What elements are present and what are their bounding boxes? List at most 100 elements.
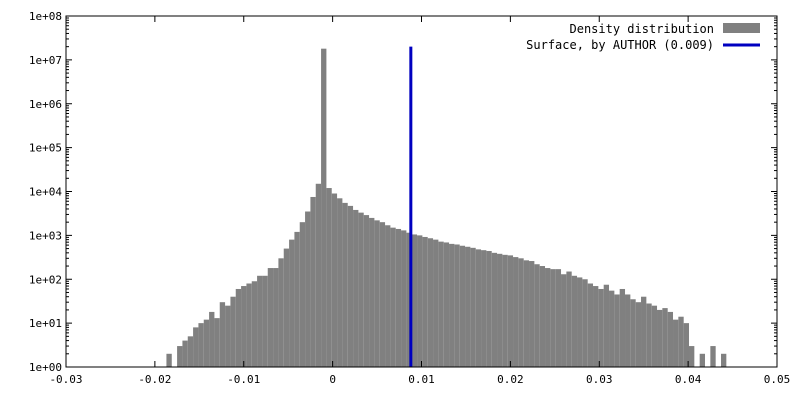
histogram-bar	[315, 183, 322, 367]
y-tick-label: 1e+02	[29, 273, 62, 286]
histogram-bar	[529, 261, 535, 367]
histogram-bar	[214, 318, 220, 367]
x-tick-label: 0	[329, 373, 336, 386]
x-tick-label: -0.03	[49, 373, 82, 386]
x-tick-label: 0.05	[764, 373, 791, 386]
histogram-bar	[273, 268, 279, 367]
x-tick-label: 0.02	[497, 373, 524, 386]
legend-label-density: Density distribution	[570, 22, 715, 36]
histogram-bar	[294, 231, 300, 367]
histogram-bar	[257, 275, 263, 367]
histogram-bar	[278, 258, 284, 367]
histogram-bar	[235, 288, 242, 367]
y-tick-label: 1e+08	[29, 10, 62, 23]
histogram-bar	[182, 340, 188, 367]
histogram-bar	[342, 202, 348, 367]
histogram-bar	[326, 188, 332, 367]
histogram-bar	[347, 205, 354, 367]
histogram-bar	[262, 275, 268, 367]
histogram-bar	[166, 353, 172, 367]
histogram-bar	[459, 245, 466, 367]
histogram-bar	[502, 254, 508, 367]
histogram-bar	[523, 260, 530, 367]
histogram-bar	[358, 212, 364, 367]
histogram-bar	[475, 249, 482, 367]
histogram-bar	[561, 274, 567, 367]
histogram-bar	[193, 327, 199, 367]
histogram-bar	[721, 353, 727, 367]
histogram-bar	[699, 353, 706, 367]
histogram-bar	[203, 319, 210, 367]
histogram-bar	[241, 286, 247, 367]
x-tick-labels: -0.03 -0.02 -0.01 0 0.01 0.02 0.03 0.04 0.05	[49, 373, 790, 386]
histogram-bar	[454, 244, 460, 367]
histogram-bar	[593, 286, 599, 367]
histogram-bar	[305, 211, 311, 367]
histogram-bar	[390, 227, 396, 367]
legend-swatch-density	[723, 23, 760, 33]
histogram-bars	[166, 48, 727, 368]
histogram-bar	[187, 336, 194, 367]
x-tick-label: 0.04	[675, 373, 702, 386]
histogram-bar	[321, 48, 327, 368]
histogram-bar	[571, 275, 578, 367]
y-tick-labels: 1e+00 1e+01 1e+02 1e+03 1e+04 1e+05 1e+06 1e+07…	[29, 10, 62, 374]
histogram-bar	[566, 271, 572, 367]
histogram-bar	[219, 302, 226, 367]
histogram-bar	[481, 250, 487, 367]
histogram-bar	[209, 311, 215, 367]
histogram-bar	[625, 294, 631, 367]
histogram-bar	[246, 283, 252, 367]
histogram-bar	[635, 302, 642, 367]
histogram-bar	[497, 253, 503, 367]
histogram-bar	[545, 268, 551, 367]
histogram-bar	[582, 279, 588, 367]
histogram-bar	[662, 308, 668, 367]
histogram-bar	[587, 283, 594, 367]
histogram-bar	[379, 222, 386, 367]
histogram-bar	[411, 234, 418, 367]
histogram-bar	[603, 284, 610, 367]
histogram-bar	[267, 268, 274, 367]
histogram-bar	[539, 266, 546, 367]
histogram-bar	[598, 288, 604, 367]
y-tick-label: 1e+06	[29, 98, 62, 111]
histogram-bar	[337, 198, 343, 367]
histogram-bar	[353, 209, 359, 367]
y-tick-label: 1e+03	[29, 229, 62, 242]
histogram-bar	[518, 258, 524, 367]
y-tick-label: 1e+00	[29, 361, 62, 374]
histogram-bar	[198, 323, 204, 368]
histogram-bar	[225, 305, 231, 367]
histogram-bar	[283, 248, 290, 367]
histogram-bar	[230, 296, 236, 367]
histogram-bar	[683, 323, 690, 368]
histogram-bar	[433, 239, 439, 367]
histogram-bar	[465, 246, 471, 367]
histogram-bar	[177, 346, 183, 367]
histogram-bar	[609, 290, 615, 367]
histogram-bar	[289, 239, 295, 367]
histogram-bar	[673, 319, 679, 367]
histogram-bar	[369, 217, 375, 367]
histogram-bar	[619, 288, 626, 367]
histogram-bar	[470, 247, 476, 367]
histogram-bar	[651, 305, 658, 367]
x-tick-label: -0.02	[138, 373, 171, 386]
histogram-bar	[486, 251, 492, 367]
legend-label-surface: Surface, by AUTHOR (0.009)	[526, 38, 714, 52]
histogram-bar	[385, 225, 391, 367]
histogram-bar	[406, 232, 412, 367]
histogram-bar	[438, 241, 444, 367]
histogram-bar	[667, 311, 674, 367]
histogram-bar	[331, 193, 338, 367]
histogram-bar	[310, 196, 316, 367]
histogram-bar	[374, 220, 380, 367]
histogram-bar	[555, 269, 562, 367]
histogram-bar	[395, 228, 402, 367]
histogram-bar	[299, 222, 306, 367]
x-tick-label: 0.01	[408, 373, 435, 386]
y-tick-label: 1e+05	[29, 142, 62, 155]
histogram-bar	[363, 215, 370, 367]
